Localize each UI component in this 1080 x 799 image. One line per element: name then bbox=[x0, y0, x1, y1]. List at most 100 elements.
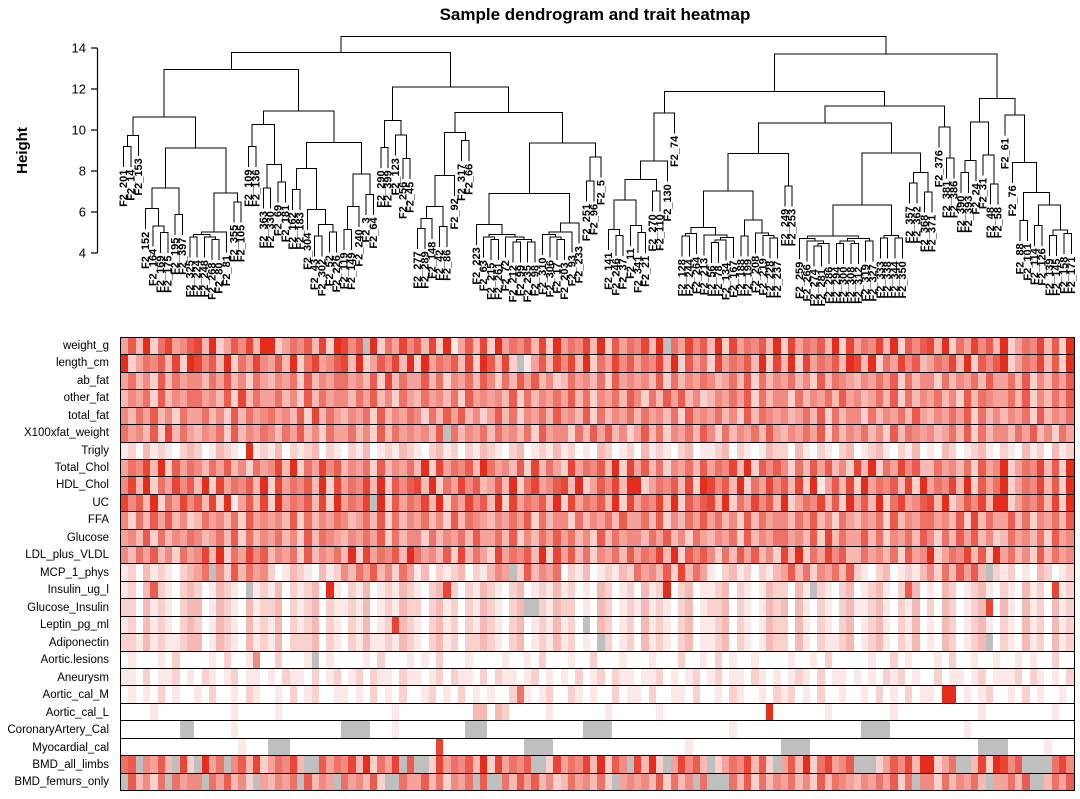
heatmap-cell bbox=[458, 703, 466, 721]
heatmap-cell bbox=[421, 581, 429, 599]
heatmap-cell bbox=[1037, 407, 1045, 425]
heatmap-cell bbox=[677, 721, 686, 738]
heatmap-cell bbox=[765, 547, 774, 564]
heatmap-cell bbox=[831, 338, 840, 355]
heatmap-cell bbox=[223, 372, 231, 390]
heatmap-cell bbox=[531, 686, 539, 703]
sample-label: F2_88 bbox=[1014, 243, 1026, 274]
heatmap-cell bbox=[142, 564, 151, 581]
heatmap-cell bbox=[208, 581, 217, 599]
heatmap-cell bbox=[582, 599, 590, 616]
heatmap-cell bbox=[853, 390, 862, 407]
heatmap-cell bbox=[172, 651, 180, 669]
heatmap-cell bbox=[941, 407, 950, 425]
heatmap-cell bbox=[260, 407, 268, 425]
heatmap-cell bbox=[670, 686, 678, 703]
heatmap-cell bbox=[186, 425, 195, 442]
heatmap-cell bbox=[1051, 686, 1059, 703]
heatmap-cell bbox=[611, 581, 620, 599]
heatmap-cell bbox=[985, 703, 994, 721]
heatmap-cell bbox=[524, 355, 532, 372]
heatmap-cell bbox=[729, 703, 737, 721]
heatmap-cell bbox=[919, 599, 928, 616]
heatmap-cell bbox=[809, 686, 818, 703]
heatmap-cell bbox=[304, 442, 312, 459]
heatmap-cell bbox=[949, 529, 957, 547]
heatmap-cell bbox=[619, 407, 627, 425]
heatmap-cell bbox=[568, 773, 576, 790]
sample-label: F2_259 bbox=[794, 262, 806, 299]
heatmap-cell bbox=[993, 407, 1001, 425]
y-axis-tick-label: 4 bbox=[79, 246, 86, 261]
heatmap-cell bbox=[179, 616, 187, 634]
heatmap-cell bbox=[846, 756, 854, 773]
heatmap-cell bbox=[1066, 512, 1074, 529]
heatmap-cell bbox=[590, 425, 598, 442]
heatmap-cell bbox=[274, 355, 283, 372]
heatmap-cell bbox=[590, 651, 598, 669]
heatmap-cell bbox=[714, 703, 722, 721]
heatmap-cell bbox=[414, 634, 422, 651]
heatmap-cell bbox=[875, 355, 884, 372]
heatmap-cell bbox=[897, 512, 906, 529]
heatmap-cell bbox=[802, 721, 810, 738]
heatmap-cell bbox=[677, 738, 686, 756]
sample-label: F2_362 bbox=[912, 206, 924, 243]
heatmap-cell bbox=[538, 547, 547, 564]
heatmap-cell bbox=[868, 529, 876, 547]
heatmap-cell bbox=[919, 442, 928, 459]
heatmap-cell bbox=[721, 390, 730, 407]
heatmap-cell bbox=[641, 703, 649, 721]
heatmap-cell bbox=[443, 616, 451, 634]
heatmap-cell bbox=[289, 442, 297, 459]
heatmap-cell bbox=[252, 616, 261, 634]
heatmap-cell bbox=[1015, 407, 1023, 425]
sample-label: F2_219 bbox=[757, 258, 769, 295]
heatmap-cell bbox=[846, 616, 854, 634]
row-label-CoronaryArtery_Cal: CoronaryArtery_Cal bbox=[7, 724, 109, 737]
heatmap-cell bbox=[282, 512, 290, 529]
heatmap-cell bbox=[1007, 425, 1016, 442]
heatmap-cell bbox=[546, 599, 554, 616]
heatmap-cell bbox=[472, 494, 481, 512]
heatmap-cell bbox=[1044, 651, 1052, 669]
heatmap-cell bbox=[765, 407, 774, 425]
heatmap-cell bbox=[890, 599, 898, 616]
heatmap-cell bbox=[575, 338, 583, 355]
heatmap-cell bbox=[465, 669, 473, 686]
heatmap-cell bbox=[575, 756, 583, 773]
heatmap-cell bbox=[172, 547, 180, 564]
heatmap-cell bbox=[568, 634, 576, 651]
heatmap-cell bbox=[648, 355, 656, 372]
row-label-FFA: FFA bbox=[87, 514, 109, 527]
heatmap-cell bbox=[458, 581, 466, 599]
heatmap-cell bbox=[260, 442, 268, 459]
heatmap-cell bbox=[538, 442, 547, 459]
heatmap-cell bbox=[135, 407, 143, 425]
heatmap-cell bbox=[546, 512, 554, 529]
sample-label: F2_310 bbox=[537, 258, 549, 295]
heatmap-cell bbox=[839, 529, 847, 547]
heatmap-cell bbox=[685, 477, 693, 494]
sample-label: F2_302 bbox=[317, 259, 329, 296]
heatmap-cell bbox=[787, 407, 796, 425]
heatmap-cell bbox=[179, 338, 187, 355]
heatmap-cell bbox=[509, 529, 517, 547]
heatmap-cell bbox=[370, 372, 378, 390]
heatmap-cell bbox=[611, 703, 620, 721]
heatmap-cell bbox=[831, 686, 840, 703]
heatmap-cell bbox=[340, 442, 349, 459]
heatmap-cell bbox=[971, 442, 979, 459]
heatmap-cell bbox=[538, 529, 547, 547]
heatmap-cell bbox=[663, 355, 671, 372]
heatmap-cell bbox=[824, 547, 832, 564]
heatmap-cell bbox=[978, 703, 986, 721]
heatmap-cell bbox=[406, 494, 415, 512]
heatmap-cell bbox=[590, 564, 598, 581]
row-label-LDL_plus_VLDL: LDL_plus_VLDL bbox=[25, 549, 109, 562]
heatmap-row-weight_g bbox=[121, 338, 1074, 356]
heatmap-cell bbox=[421, 634, 429, 651]
heatmap-cell bbox=[179, 477, 187, 494]
heatmap-cell bbox=[172, 425, 180, 442]
heatmap-cell bbox=[304, 599, 312, 616]
